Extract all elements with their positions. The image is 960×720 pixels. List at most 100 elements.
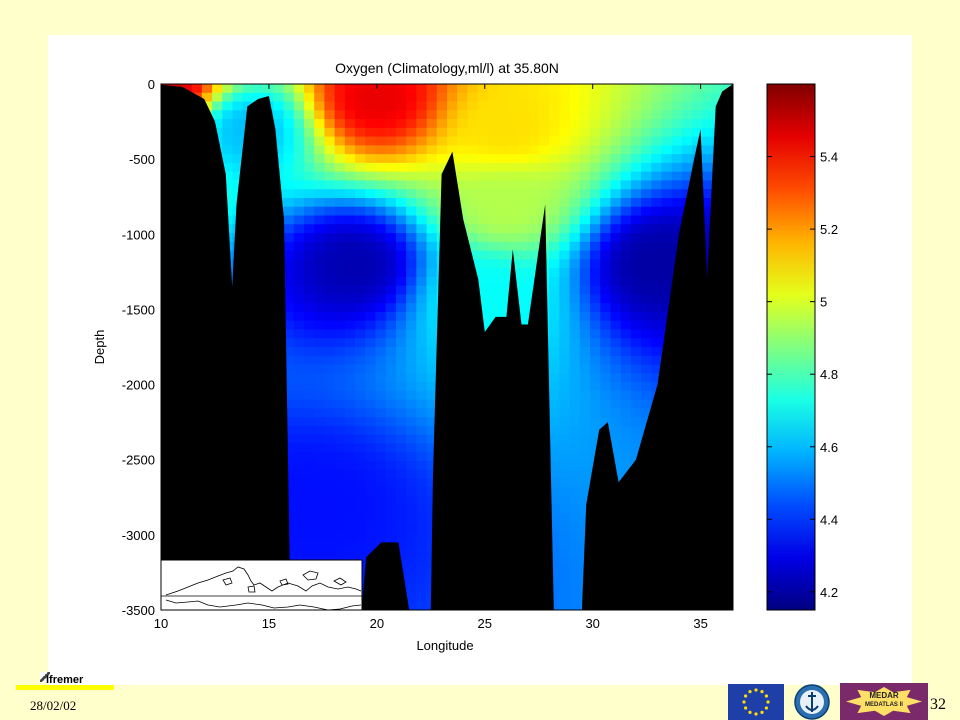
heatmap-cell xyxy=(457,101,469,111)
heatmap-cell xyxy=(487,285,499,295)
heatmap-cell xyxy=(630,434,642,445)
heatmap-cell xyxy=(416,496,428,506)
heatmap-cell xyxy=(304,531,315,541)
heatmap-cell xyxy=(395,268,407,278)
heatmap-cell xyxy=(426,154,438,164)
heatmap-cell xyxy=(579,162,591,173)
heatmap-cell xyxy=(610,268,622,278)
heatmap-cell xyxy=(416,408,428,418)
heatmap-cell xyxy=(293,285,305,295)
heatmap-cell xyxy=(630,136,642,146)
heatmap-cell xyxy=(487,303,499,313)
heatmap-cell xyxy=(222,171,234,182)
heatmap-cell xyxy=(416,241,428,252)
heatmap-cell xyxy=(365,241,377,252)
heatmap-cell xyxy=(365,311,377,322)
heatmap-cell xyxy=(498,119,509,129)
heatmap-cell xyxy=(212,119,223,129)
heatmap-cell xyxy=(590,119,601,129)
heatmap-cell xyxy=(651,329,663,339)
heatmap-cell xyxy=(641,285,652,295)
heatmap-cell xyxy=(549,548,560,558)
heatmap-cell xyxy=(426,355,438,366)
heatmap-cell xyxy=(641,180,652,190)
heatmap-cell xyxy=(426,338,438,348)
heatmap-cell xyxy=(600,399,612,409)
heatmap-cell xyxy=(641,417,652,427)
inset-map xyxy=(160,559,363,611)
heatmap-cell xyxy=(304,101,315,111)
heatmap-cell xyxy=(569,390,581,401)
heatmap-cell xyxy=(579,478,591,488)
heatmap-cell xyxy=(559,539,571,550)
heatmap-cell xyxy=(498,268,509,278)
heatmap-cell xyxy=(395,276,407,287)
heatmap-cell xyxy=(569,434,581,445)
heatmap-cell xyxy=(641,127,652,138)
heatmap-cell xyxy=(344,136,356,146)
heatmap-cell xyxy=(416,574,428,585)
heatmap-cell xyxy=(232,84,244,94)
heatmap-cell xyxy=(528,171,540,182)
heatmap-cell xyxy=(283,171,295,182)
heatmap-cell xyxy=(467,84,479,94)
heatmap-cell xyxy=(314,303,326,313)
heatmap-cell xyxy=(600,171,612,182)
heatmap-cell xyxy=(426,460,438,471)
heatmap-cell xyxy=(610,233,622,243)
heatmap-cell xyxy=(600,364,612,374)
heatmap-cell xyxy=(579,338,591,348)
heatmap-cell xyxy=(365,390,377,401)
heatmap-cell xyxy=(344,347,356,357)
heatmap-cell xyxy=(395,197,407,208)
heatmap-cell xyxy=(355,548,366,558)
heatmap-cell xyxy=(457,154,469,164)
heatmap-cell xyxy=(385,250,397,260)
heatmap-cell xyxy=(590,285,601,295)
heatmap-cell xyxy=(355,197,366,208)
heatmap-cell xyxy=(600,233,612,243)
heatmap-cell xyxy=(549,233,560,243)
heatmap-cell xyxy=(569,425,581,436)
heatmap-cell xyxy=(304,460,315,471)
heatmap-cell xyxy=(579,443,591,453)
heatmap-cell xyxy=(334,320,346,331)
heatmap-cell xyxy=(283,276,295,287)
heatmap-cell xyxy=(498,197,509,208)
heatmap-cell xyxy=(559,119,571,129)
heatmap-cell xyxy=(365,320,377,331)
heatmap-cell xyxy=(590,233,601,243)
heatmap-cell xyxy=(549,320,560,331)
heatmap-cell xyxy=(559,224,571,234)
heatmap-cell xyxy=(549,241,560,252)
heatmap-cell xyxy=(610,355,622,366)
heatmap-cell xyxy=(487,224,499,234)
heatmap-cell xyxy=(232,171,244,182)
heatmap-cell xyxy=(232,136,244,146)
heatmap-cell xyxy=(559,171,571,182)
heatmap-cell xyxy=(304,434,315,445)
heatmap-cell xyxy=(324,197,336,208)
heatmap-cell xyxy=(610,452,622,462)
heatmap-cell xyxy=(324,224,336,234)
heatmap-cell xyxy=(651,197,663,208)
heatmap-cell xyxy=(590,382,601,392)
heatmap-cell xyxy=(498,215,509,225)
heatmap-cell xyxy=(528,119,540,129)
heatmap-cell xyxy=(355,294,366,304)
heatmap-cell xyxy=(426,522,438,532)
ifremer-logo: Ifremer xyxy=(16,672,116,692)
heatmap-cell xyxy=(365,162,377,173)
heatmap-cell xyxy=(334,347,346,357)
heatmap-cell xyxy=(406,399,417,409)
heatmap-cell xyxy=(406,364,417,374)
heatmap-cell xyxy=(620,294,632,304)
heatmap-cell xyxy=(702,136,714,146)
heatmap-cell xyxy=(579,101,591,111)
heatmap-cell xyxy=(559,408,571,418)
colorbar-tick-label: 5 xyxy=(820,295,827,310)
heatmap-cell xyxy=(498,162,509,173)
heatmap-cell xyxy=(222,189,234,199)
heatmap-cell xyxy=(620,92,632,103)
heatmap-cell xyxy=(559,338,571,348)
